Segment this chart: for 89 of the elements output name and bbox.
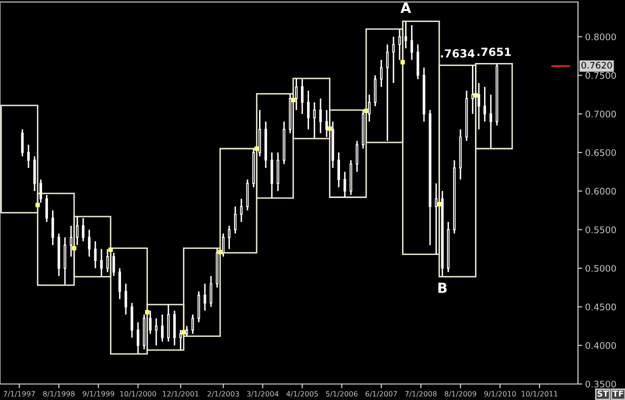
ref-line-label: 0.7620	[581, 62, 612, 69]
candlestick	[404, 20, 408, 49]
candlestick	[94, 240, 97, 269]
point	[72, 246, 76, 250]
candlestick	[337, 152, 340, 188]
candlestick	[173, 310, 176, 346]
point	[400, 60, 405, 64]
annotation: .7651	[478, 48, 511, 56]
candlestick	[471, 64, 474, 115]
candlestick	[210, 275, 212, 308]
y-tick-label: 0.5000	[586, 264, 616, 272]
candlestick	[483, 86, 486, 122]
candlestick	[154, 318, 158, 346]
annotation: B	[438, 282, 447, 293]
candlestick	[124, 282, 128, 316]
text: TF	[612, 390, 624, 397]
candlestick	[21, 128, 24, 158]
candlestick	[228, 225, 230, 250]
candlestick	[295, 78, 298, 111]
annotation: .7634	[441, 49, 475, 58]
candlestick	[222, 232, 225, 258]
candlestick	[106, 248, 109, 273]
point	[145, 310, 150, 314]
point	[108, 248, 113, 252]
candlestick	[130, 302, 134, 338]
point	[437, 202, 442, 206]
candlestick	[45, 194, 48, 223]
candlestick	[258, 109, 262, 158]
y-tick-label: 0.4500	[586, 304, 616, 310]
candlestick	[307, 90, 310, 130]
point	[364, 108, 368, 114]
point	[291, 98, 296, 102]
y-tick-label: 0.4000	[586, 342, 616, 349]
candlestick	[27, 144, 30, 169]
candlestick	[33, 156, 36, 192]
candlestick	[149, 310, 152, 335]
candlestick	[300, 78, 304, 115]
point	[254, 146, 259, 151]
candlestick	[136, 322, 140, 355]
point	[35, 202, 40, 208]
candlestick	[112, 252, 116, 277]
candlestick	[392, 36, 395, 84]
annotation: A	[400, 2, 412, 13]
candlestick	[64, 236, 66, 286]
candlestick	[39, 178, 42, 204]
candlestick	[478, 82, 480, 130]
candlestick	[240, 198, 243, 223]
y-tick-label: 0.5500	[586, 226, 616, 234]
candlestick	[246, 178, 249, 212]
candlestick	[319, 98, 322, 134]
candlestick	[410, 24, 414, 61]
candlestick	[368, 94, 371, 122]
y-tick-label: 0.6000	[586, 188, 616, 195]
point	[218, 250, 222, 254]
y-tick-label: 0.8000	[586, 33, 616, 40]
candlestick	[325, 109, 328, 138]
candlestick	[380, 59, 383, 88]
point	[328, 126, 332, 131]
point	[182, 330, 186, 334]
candlestick	[51, 210, 54, 246]
candlestick	[191, 314, 194, 335]
candlestick	[88, 228, 91, 258]
candlestick	[161, 314, 164, 342]
candlestick	[386, 44, 389, 142]
y-tick-label: 0.3500	[586, 380, 616, 388]
candlestick	[118, 268, 122, 300]
candlestick	[374, 74, 376, 107]
candlestick	[416, 44, 420, 80]
candlestick	[344, 171, 346, 198]
candlestick	[167, 304, 170, 342]
text: ST	[597, 390, 609, 397]
candlestick	[76, 216, 79, 246]
y-tick-label: 0.7500	[586, 72, 616, 79]
candlestick	[82, 217, 84, 242]
candlestick	[270, 152, 274, 199]
candlestick	[204, 282, 206, 312]
candlestick	[198, 290, 200, 323]
candlestick	[276, 152, 280, 192]
y-tick-label: 0.7000	[586, 110, 616, 118]
candlestick	[70, 225, 72, 258]
candlestick	[313, 102, 316, 140]
y-tick-label: 0.6500	[586, 149, 616, 156]
candlestick	[234, 206, 237, 234]
candlestick	[398, 28, 401, 61]
candlestick	[179, 329, 182, 351]
candlestick	[356, 140, 358, 172]
candlestick	[490, 94, 492, 149]
point	[474, 93, 478, 98]
candlestick	[100, 248, 103, 277]
